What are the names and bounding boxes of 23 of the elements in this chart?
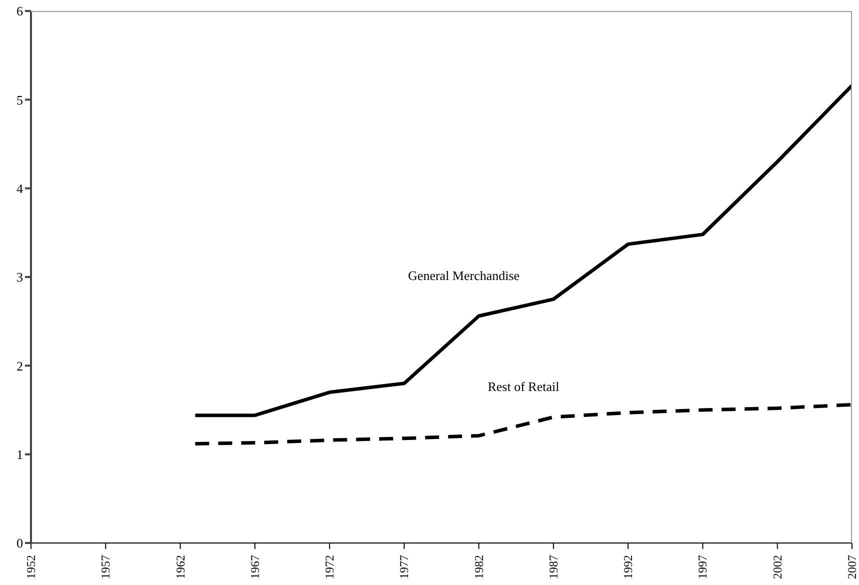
series-label: General Merchandise: [408, 268, 520, 284]
line-series: [193, 402, 852, 446]
x-tick-label: 1992: [621, 555, 636, 579]
line-series: [193, 84, 852, 418]
y-tick-label: 3: [16, 270, 23, 285]
y-tick-label: 2: [16, 358, 23, 374]
x-tick-label: 2002: [770, 555, 784, 579]
x-tick-label: 1977: [397, 555, 412, 579]
y-tick-label: 1: [16, 446, 23, 462]
x-tick-label: 1987: [546, 555, 560, 579]
x-tick-label: 1957: [98, 555, 113, 579]
y-tick-label: 6: [16, 4, 24, 19]
x-tick-label: 1997: [696, 555, 710, 579]
x-tick-label: 1972: [322, 555, 337, 579]
x-tick-label: 1982: [472, 555, 486, 579]
x-tick-label: 2007: [845, 555, 859, 579]
y-tick-label: 0: [16, 536, 23, 551]
y-tick-label: 4: [16, 180, 24, 196]
x-tick-label: 1967: [248, 555, 262, 579]
series-label: Rest of Retail: [488, 379, 560, 394]
x-tick-label: 1952: [24, 555, 38, 579]
y-tick-label: 5: [16, 92, 23, 108]
x-tick-label: 1962: [173, 555, 188, 579]
